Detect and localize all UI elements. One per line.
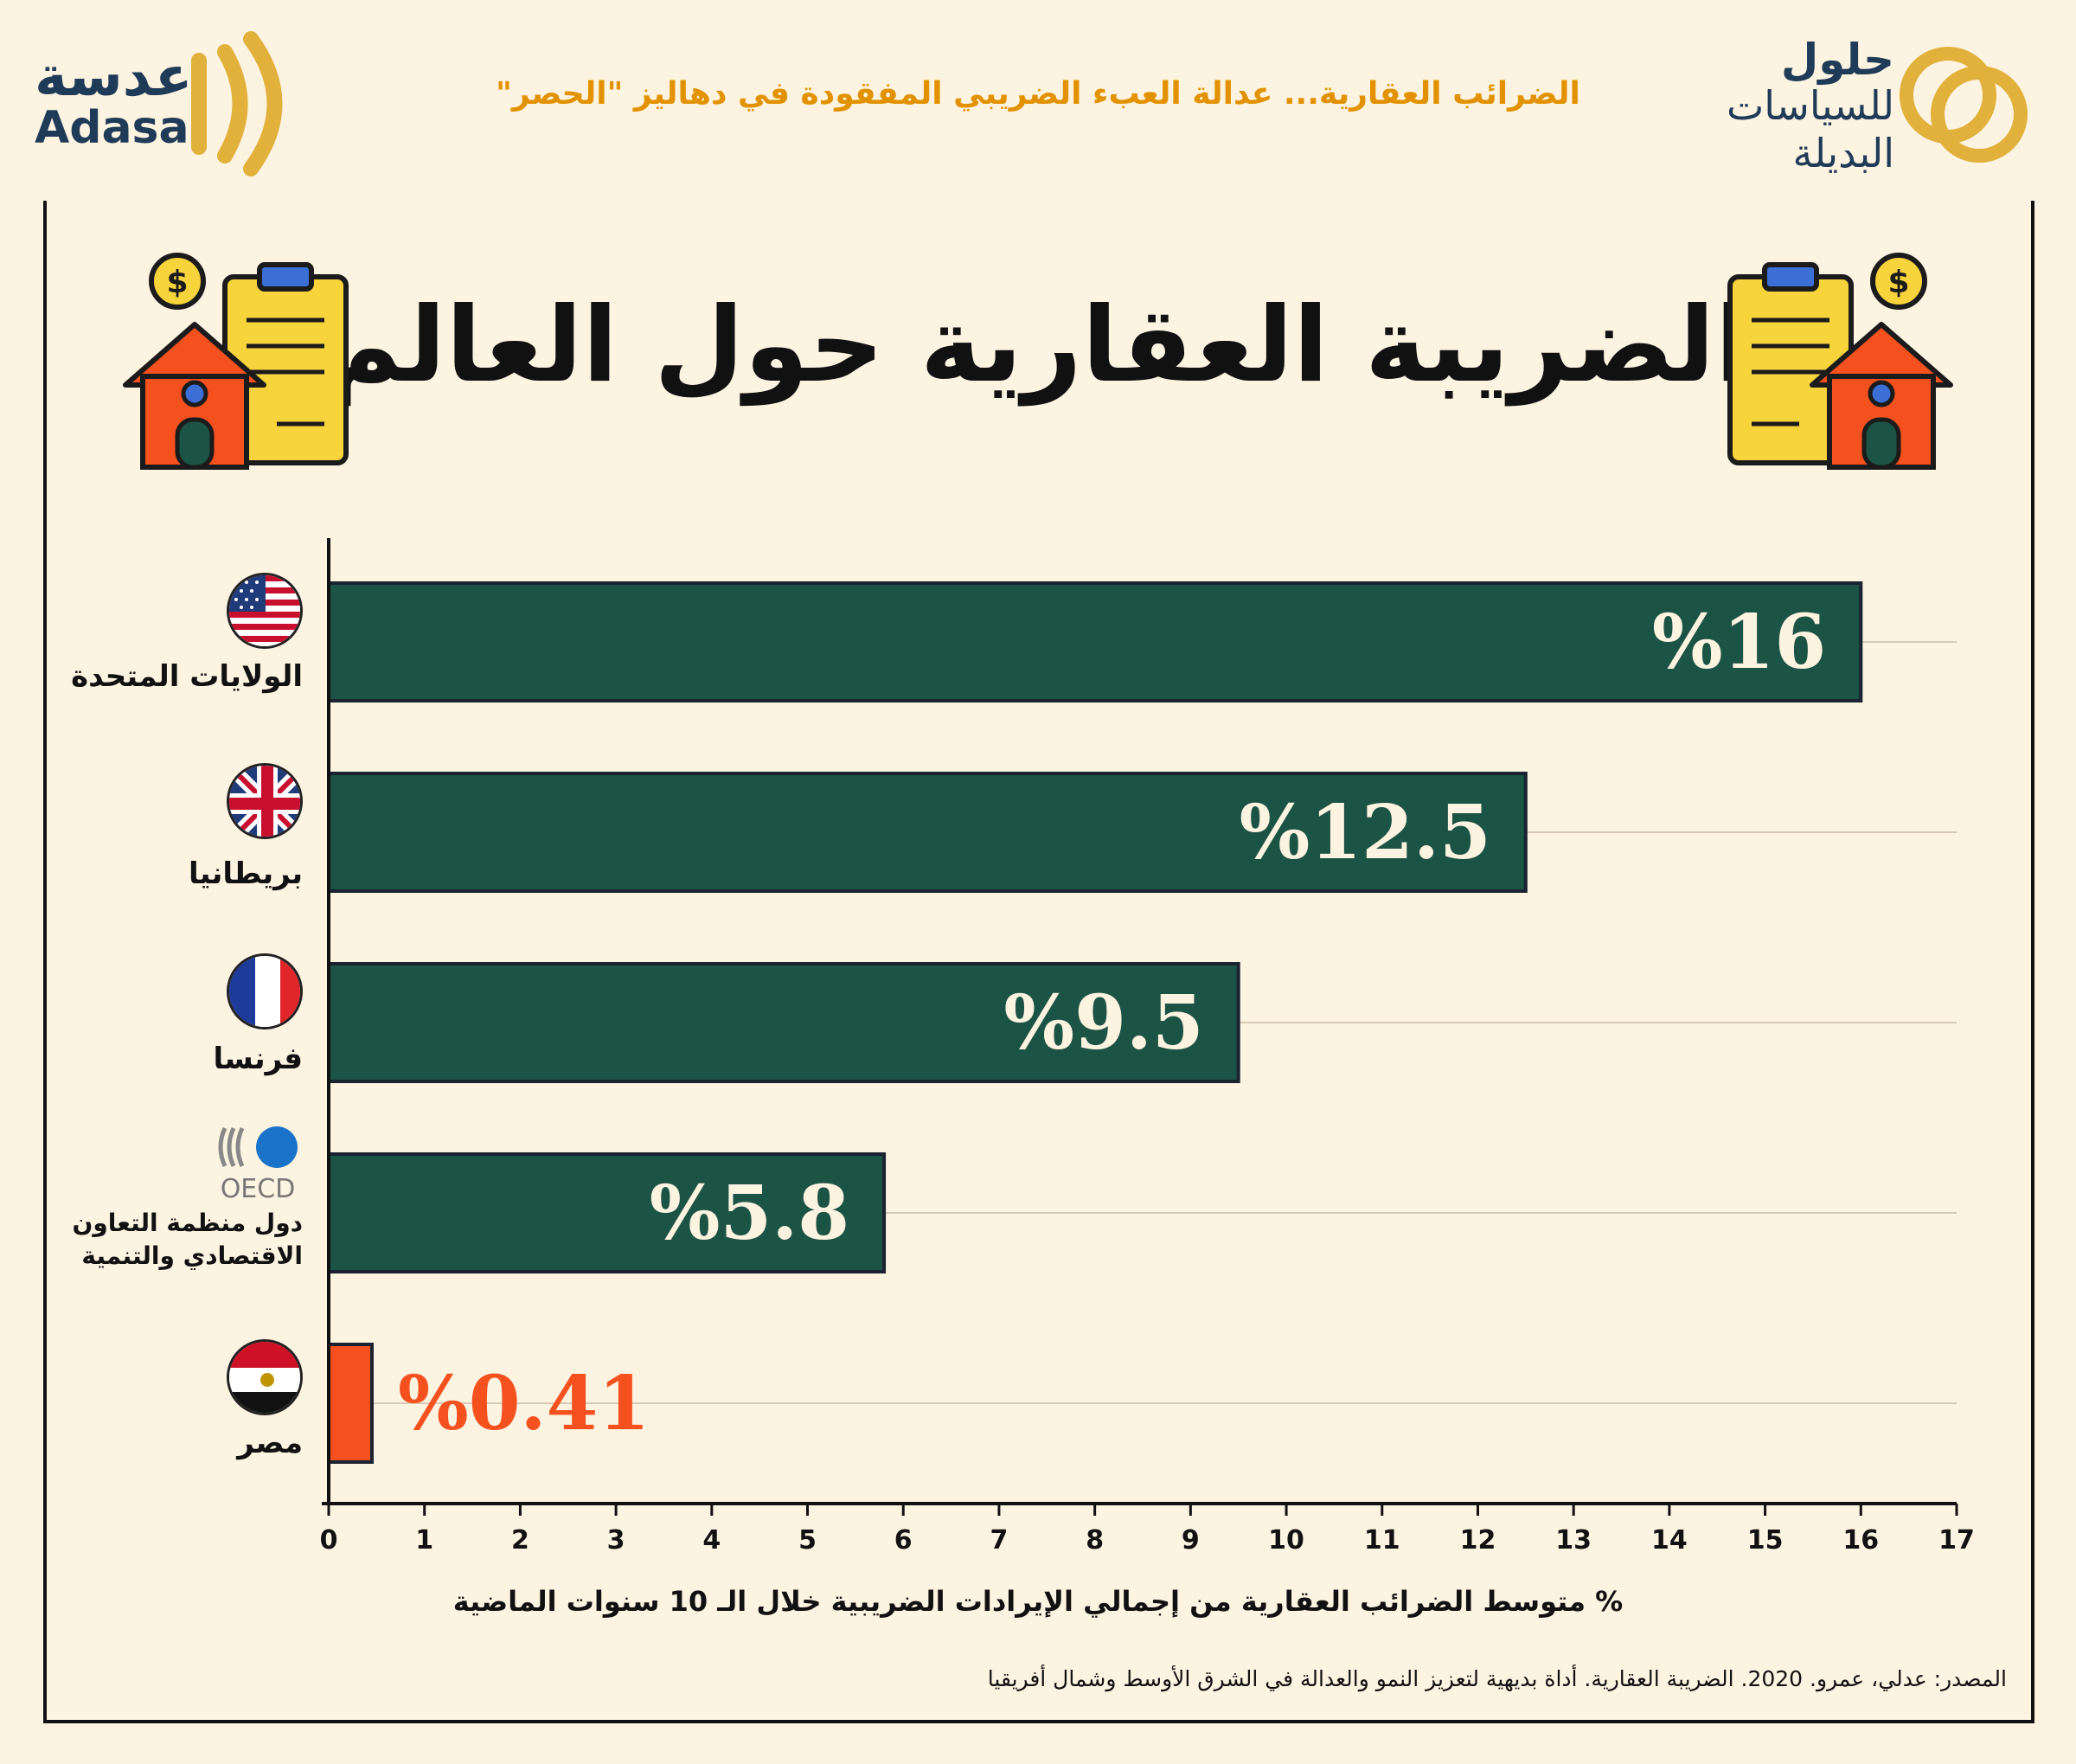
adasa-logo-icon [191, 31, 283, 176]
x-tick-label: 11 [1364, 1525, 1400, 1556]
value-label-2: %9.5 [1003, 979, 1203, 1067]
page-subtitle: الضرائب العقارية... عدالة العبء الضريبي … [496, 76, 1580, 112]
house-tax-icon-right: $ [1727, 253, 1953, 470]
x-tick-label: 15 [1747, 1525, 1784, 1556]
value-label-1: %12.5 [1240, 789, 1491, 876]
x-tick-label: 2 [511, 1525, 529, 1556]
bar-1 [327, 772, 1528, 893]
bar-0 [327, 581, 1863, 702]
x-tick-label: 9 [1182, 1525, 1200, 1556]
hulul-logo-icon [1900, 47, 2028, 163]
category-label-2: فرنسا [213, 1042, 303, 1076]
value-labels: %16 %12.5 %9.5 %5.8 %0.41 [398, 599, 1826, 1447]
category-label-3-line1: دول منظمة التعاون [72, 1209, 303, 1237]
egypt-flag-icon [227, 1339, 303, 1415]
bar-4 [327, 1343, 374, 1464]
x-tick-label: 16 [1842, 1525, 1879, 1556]
bar-3 [327, 1152, 887, 1273]
brand-right-line3: البديلة [1792, 130, 1894, 176]
uk-flag-icon [227, 763, 303, 839]
oecd-logo-text: OECD [221, 1174, 296, 1204]
value-label-4: %0.41 [398, 1360, 650, 1447]
brand-right-line2: للسياسات [1726, 82, 1894, 129]
x-tick-label: 14 [1651, 1525, 1688, 1556]
x-axis: 0 1 2 3 4 5 6 7 8 9 10 11 12 13 14 15 16 17 [320, 538, 1975, 1556]
svg-text:$: $ [1887, 265, 1909, 300]
x-axis-title: % متوسط الضرائب العقارية من إجمالي الإير… [452, 1585, 1624, 1618]
oecd-logo-icon: OECD [218, 1126, 298, 1204]
bars [327, 581, 1863, 1464]
brand-right-line1: حلول [1780, 35, 1894, 85]
x-tick-label: 0 [320, 1525, 338, 1556]
x-tick-label: 3 [607, 1525, 625, 1556]
category-label-3-line2: الاقتصادي والتنمية [81, 1241, 303, 1270]
us-flag-icon [227, 573, 303, 649]
x-tick-label: 7 [990, 1525, 1009, 1556]
brand-left-english: Adasa [35, 102, 189, 154]
content-frame [43, 201, 2034, 1723]
france-flag-icon [227, 953, 303, 1030]
value-label-3: %5.8 [650, 1170, 849, 1257]
x-tick-label: 6 [894, 1525, 913, 1556]
x-tick-label: 13 [1555, 1525, 1592, 1556]
chart-title: الضريبة العقارية حول العالم [325, 285, 1751, 406]
x-tick-label: 10 [1268, 1525, 1304, 1556]
x-tick-label: 5 [798, 1525, 817, 1556]
category-label-1: بريطانيا [189, 856, 303, 891]
x-tick-label: 4 [702, 1525, 721, 1556]
x-tick-label: 1 [415, 1525, 433, 1556]
x-tick-label: 8 [1086, 1525, 1104, 1556]
svg-text:$: $ [166, 265, 188, 300]
brand-left-arabic: عدسة [35, 45, 193, 109]
category-label-0: الولايات المتحدة [71, 659, 303, 694]
x-tick-label: 12 [1460, 1525, 1496, 1556]
bar-2 [327, 962, 1240, 1083]
x-tick-label: 17 [1938, 1525, 1975, 1556]
category-label-4: مصر [237, 1426, 303, 1460]
value-label-0: %16 [1652, 599, 1826, 686]
source-note: المصدر: عدلي، عمرو. 2020. الضريبة العقار… [987, 1666, 2007, 1691]
house-tax-icon-left: $ [123, 253, 349, 470]
